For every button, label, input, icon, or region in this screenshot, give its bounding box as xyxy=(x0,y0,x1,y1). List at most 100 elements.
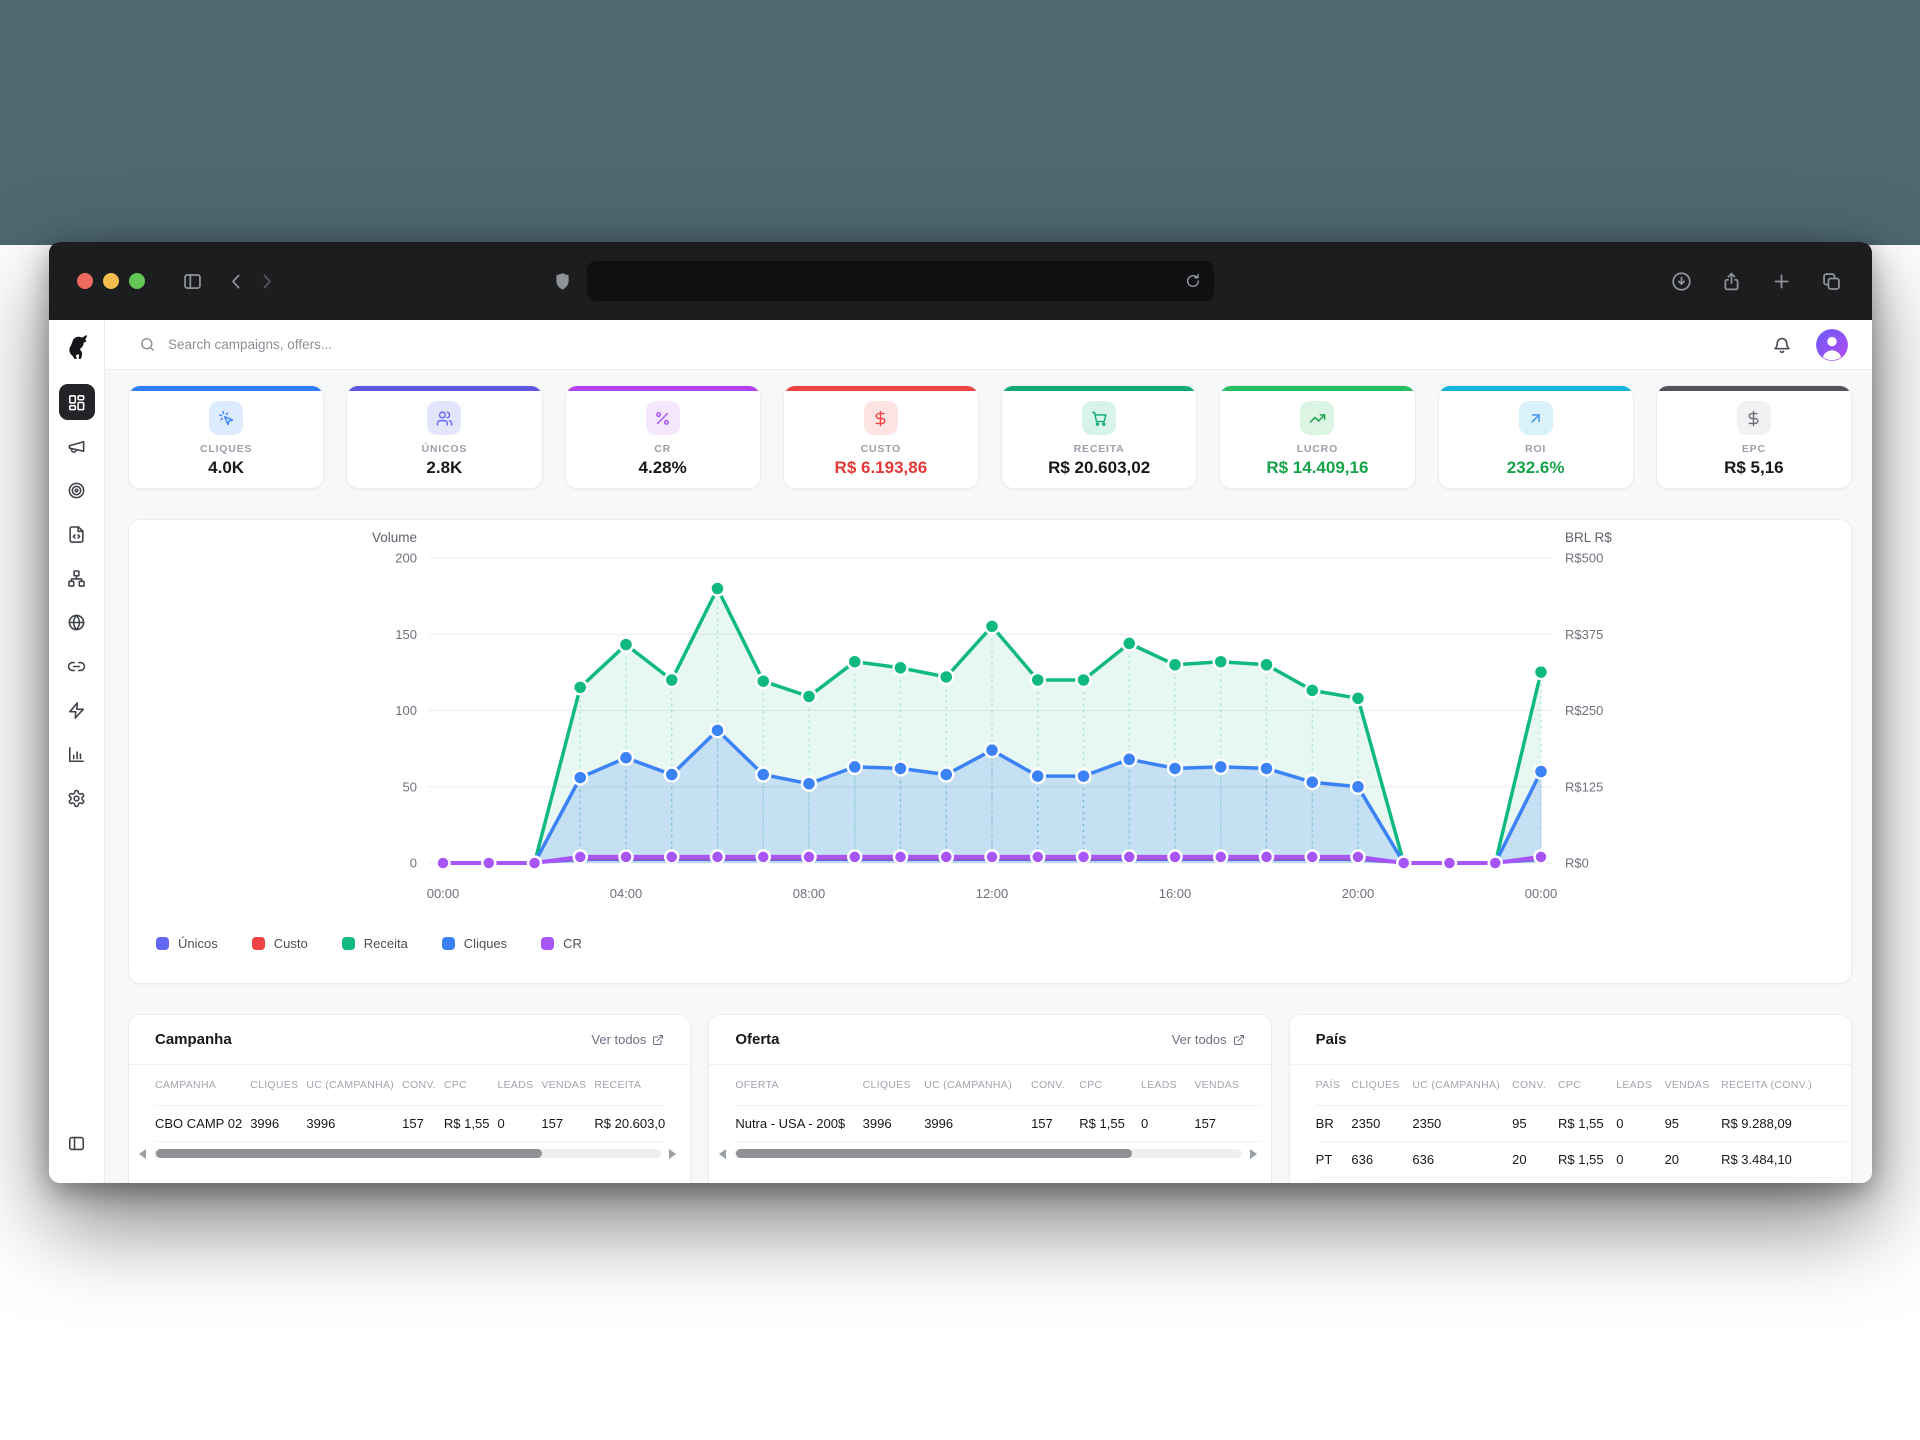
scroll-right-arrow[interactable] xyxy=(669,1148,677,1159)
shield-icon xyxy=(555,272,569,290)
sidebar-item-offers[interactable] xyxy=(59,472,95,508)
svg-text:08:00: 08:00 xyxy=(793,886,826,901)
sidebar-item-domains[interactable] xyxy=(59,604,95,640)
table-cell: 157 xyxy=(402,1105,444,1142)
sidebar-item-settings[interactable] xyxy=(59,780,95,816)
column-header: LEADS xyxy=(1616,1065,1665,1106)
legend-item-receita[interactable]: Receita xyxy=(341,936,408,951)
scroll-left-arrow[interactable] xyxy=(719,1148,727,1159)
table-cell: R$ 1,55 xyxy=(1558,1105,1617,1142)
legend-swatch xyxy=(541,937,555,950)
svg-text:04:00: 04:00 xyxy=(610,886,643,901)
kpi-card-cr: CR 4.28% xyxy=(564,385,761,489)
column-header: VENDAS xyxy=(541,1065,595,1106)
view-all-label: Ver todos xyxy=(1171,1032,1227,1047)
user-avatar[interactable] xyxy=(1816,328,1848,361)
external-link-icon xyxy=(1233,1034,1244,1045)
scroll-thumb[interactable] xyxy=(736,1149,1133,1158)
back-button[interactable] xyxy=(221,266,251,296)
kpi-value: 4.28% xyxy=(638,458,687,477)
downloads-button[interactable] xyxy=(1666,266,1696,296)
kpi-label: EPC xyxy=(1741,443,1766,455)
url-input[interactable] xyxy=(597,273,1182,289)
table-cell: 636 xyxy=(1351,1141,1413,1178)
svg-text:16:00: 16:00 xyxy=(1159,886,1192,901)
reload-icon xyxy=(1187,274,1199,287)
svg-text:BRL R$: BRL R$ xyxy=(1565,530,1612,545)
notifications-button[interactable] xyxy=(1772,335,1792,355)
url-bar[interactable] xyxy=(587,261,1214,301)
kpi-value: 2.8K xyxy=(426,458,463,477)
campanha-view-all-link[interactable]: Ver todos xyxy=(591,1032,664,1047)
browser-titlebar xyxy=(49,242,1872,320)
table-cell: 0 xyxy=(497,1105,542,1142)
chevron-left-icon xyxy=(231,274,240,288)
column-header: LEADS xyxy=(1140,1065,1195,1106)
sidebar-item-automation[interactable] xyxy=(59,692,95,728)
legend-item-cliques[interactable]: Cliques xyxy=(441,936,507,951)
kpi-icon-bubble xyxy=(645,401,680,435)
table-cell: 95 xyxy=(1512,1105,1559,1142)
share-icon xyxy=(1724,272,1738,290)
campanha-horizontal-scrollbar[interactable] xyxy=(139,1148,677,1159)
shield-icon xyxy=(547,266,577,296)
kpi-card-lucro: LUCRO R$ 14.409,16 xyxy=(1219,385,1416,489)
external-link-icon xyxy=(653,1034,664,1045)
sidebar-item-dashboard[interactable] xyxy=(58,384,95,420)
oferta-view-all-link[interactable]: Ver todos xyxy=(1172,1032,1245,1047)
oferta-horizontal-scrollbar[interactable] xyxy=(719,1148,1257,1159)
scroll-track[interactable] xyxy=(734,1149,1242,1158)
column-header: CLIQUES xyxy=(1351,1065,1413,1106)
legend-item-cr[interactable]: CR xyxy=(541,936,582,951)
column-header: CONV. xyxy=(1031,1065,1080,1106)
table-cell: 95 xyxy=(1664,1105,1722,1142)
svg-text:00:00: 00:00 xyxy=(427,886,460,901)
campanha-card-title: Campanha xyxy=(155,1031,232,1048)
tabs-icon xyxy=(1822,272,1840,290)
forward-button[interactable] xyxy=(251,266,281,296)
volume-chart-card: 0 R$0 50 R$125 100 R$250 150 R$375 200 R$500 Volum… xyxy=(128,519,1852,984)
browser-sidebar-toggle-button[interactable] xyxy=(177,266,207,296)
column-header: PAÍS xyxy=(1315,1065,1352,1106)
chart-legend: Únicos Custo Receita Cliques CR xyxy=(129,936,1851,951)
table-cell: PT xyxy=(1315,1141,1352,1178)
tab-overview-button[interactable] xyxy=(1816,266,1846,296)
sidebar-item-campaigns[interactable] xyxy=(59,428,95,464)
arrow-up-right-icon xyxy=(1531,413,1540,423)
panel-left-icon xyxy=(68,1136,85,1150)
sidebar-item-links[interactable] xyxy=(59,648,95,684)
table-cell: CBO CAMP 02 xyxy=(155,1105,251,1142)
new-tab-button[interactable] xyxy=(1766,266,1796,296)
table-row: BR 2350 2350 95 R$ 1,55 0 95 R$ 9.288,09 xyxy=(1315,1105,1847,1142)
sidebar-item-reports[interactable] xyxy=(59,736,95,772)
legend-item-custo[interactable]: Custo xyxy=(251,936,308,951)
column-header: OFERTA xyxy=(735,1065,863,1106)
megaphone-icon xyxy=(68,440,85,453)
table-cell: R$ 9.288,09 xyxy=(1721,1105,1847,1142)
kpi-card-roi: ROI 232.6% xyxy=(1437,385,1634,489)
oferta-card-header: Oferta Ver todos xyxy=(709,1015,1271,1065)
search-icon xyxy=(141,338,154,351)
collapse-sidebar-button[interactable] xyxy=(59,1125,95,1161)
legend-item-únicos[interactable]: Únicos xyxy=(156,936,218,951)
scroll-thumb[interactable] xyxy=(156,1149,542,1158)
column-header: UC (CAMPANHA) xyxy=(1412,1065,1513,1106)
sidebar-item-flows[interactable] xyxy=(59,560,95,596)
kpi-label: CR xyxy=(654,443,671,455)
kpi-icon-bubble xyxy=(863,401,898,435)
share-button[interactable] xyxy=(1716,266,1746,296)
search-bar[interactable] xyxy=(139,336,1772,353)
close-window-button[interactable] xyxy=(77,273,93,289)
search-input[interactable] xyxy=(168,337,588,352)
kpi-label: ROI xyxy=(1525,443,1547,455)
table-cell: 0 xyxy=(1616,1141,1665,1178)
campanha-card-header: Campanha Ver todos xyxy=(129,1015,691,1065)
column-header: UC (CAMPANHA) xyxy=(924,1065,1032,1106)
scroll-track[interactable] xyxy=(154,1149,662,1158)
reload-button[interactable] xyxy=(1182,270,1204,292)
scroll-right-arrow[interactable] xyxy=(1249,1148,1257,1159)
scroll-left-arrow[interactable] xyxy=(139,1148,146,1159)
minimize-window-button[interactable] xyxy=(103,273,119,289)
zoom-window-button[interactable] xyxy=(129,273,145,289)
sidebar-item-landing-pages[interactable] xyxy=(59,516,95,552)
